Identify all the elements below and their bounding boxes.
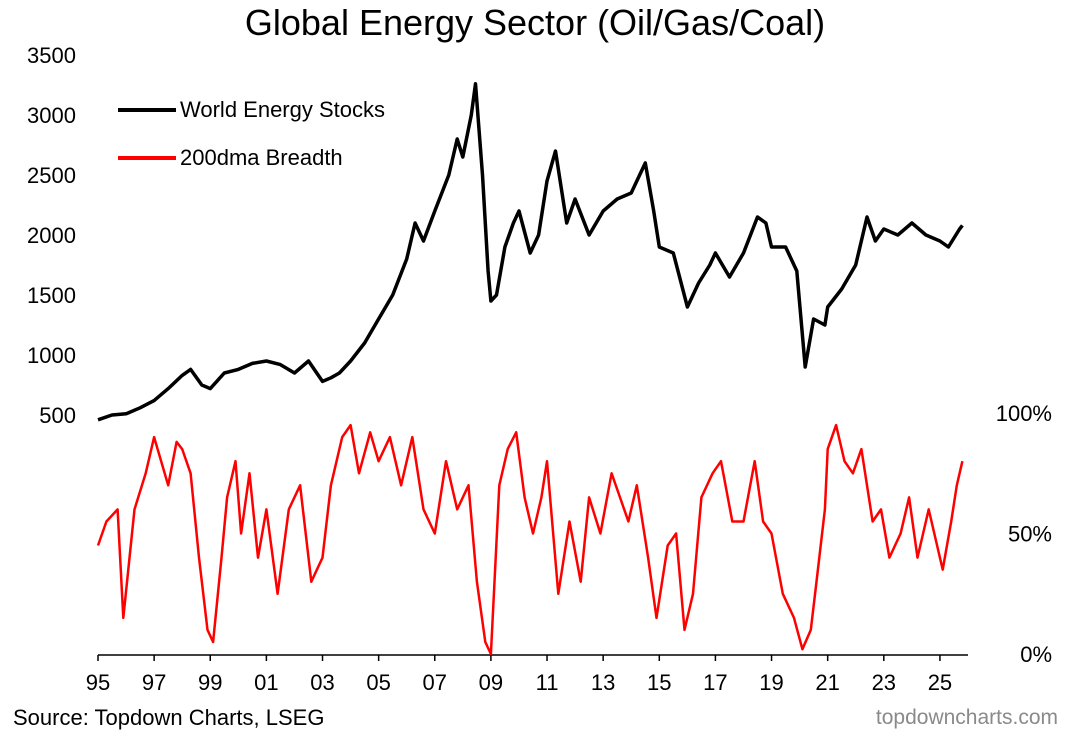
series-line-world-energy-stocks <box>97 82 964 422</box>
x-tick-label: 05 <box>366 670 390 695</box>
x-tick-label: 15 <box>647 670 671 695</box>
legend: World Energy Stocks 200dma Breadth <box>118 86 385 182</box>
legend-label-stocks: World Energy Stocks <box>180 97 386 122</box>
right-tick-label: 0% <box>1020 642 1052 667</box>
legend-swatch-breadth <box>118 156 176 160</box>
series-line-200dma-breadth <box>96 423 964 656</box>
source-note: Source: Topdown Charts, LSEG <box>13 705 325 730</box>
right-tick-label: 50% <box>1008 522 1052 547</box>
x-tick-label: 11 <box>536 670 559 695</box>
x-tick-label: 03 <box>310 670 334 695</box>
x-tick-label: 21 <box>815 670 839 695</box>
right-tick-label: 100% <box>996 401 1052 426</box>
legend-item-stocks: World Energy Stocks <box>118 86 385 134</box>
series-layer <box>96 82 964 656</box>
legend-swatch-stocks <box>118 108 176 112</box>
x-tick-label: 09 <box>479 670 503 695</box>
legend-item-breadth: 200dma Breadth <box>118 134 385 182</box>
left-tick-label: 2500 <box>27 163 76 188</box>
right-axis: 0% 50% 100% <box>996 401 1052 667</box>
x-tick-label: 01 <box>254 670 278 695</box>
x-tick-label: 97 <box>142 670 166 695</box>
chart-title: Global Energy Sector (Oil/Gas/Coal) <box>244 2 826 43</box>
x-axis: 95 97 99 01 03 05 07 09 11 13 15 17 19 21 23 25 <box>86 655 952 695</box>
x-tick-label: 17 <box>703 670 727 695</box>
x-tick-label: 95 <box>86 670 110 695</box>
left-tick-label: 3500 <box>27 43 76 68</box>
left-tick-label: 1500 <box>27 283 76 308</box>
left-axis: 500 1000 1500 2000 2500 3000 3500 <box>27 43 76 428</box>
x-tick-label: 07 <box>423 670 447 695</box>
left-tick-label: 2000 <box>27 223 76 248</box>
legend-label-breadth: 200dma Breadth <box>180 145 343 170</box>
x-tick-label: 13 <box>591 670 615 695</box>
x-tick-label: 23 <box>872 670 896 695</box>
left-tick-label: 1000 <box>27 343 76 368</box>
brand-watermark: topdowncharts.com <box>875 706 1058 729</box>
left-tick-label: 3000 <box>27 103 76 128</box>
x-tick-label: 25 <box>928 670 952 695</box>
left-tick-label: 500 <box>39 403 76 428</box>
x-tick-label: 19 <box>759 670 783 695</box>
x-tick-label: 99 <box>198 670 222 695</box>
